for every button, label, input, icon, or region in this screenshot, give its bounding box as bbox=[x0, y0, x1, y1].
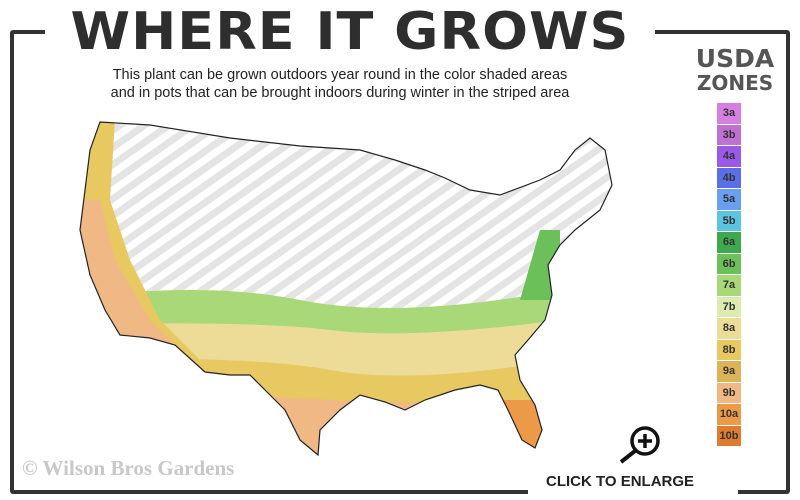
subtitle: This plant can be grown outdoors year ro… bbox=[40, 66, 640, 102]
legend-zone-9a: 9a bbox=[717, 361, 741, 382]
legend-zone-10a: 10a bbox=[717, 404, 741, 425]
copyright-watermark: © Wilson Bros Gardens bbox=[22, 456, 235, 480]
usda-zone-map[interactable] bbox=[60, 100, 620, 460]
legend-zone-5a: 5a bbox=[717, 189, 741, 210]
subtitle-line-2: and in pots that can be brought indoors … bbox=[110, 85, 570, 101]
legend-zone-8a: 8a bbox=[717, 318, 741, 339]
legend-zone-3b: 3b bbox=[717, 124, 741, 145]
zone-legend: 3a 3b 4a 4b 5a 5b 6a 6b 7a 7b 8a 8b 9a 9b 10a 10b bbox=[717, 103, 741, 447]
legend-zone-10b: 10b bbox=[717, 425, 741, 446]
legend-zone-3a: 3a bbox=[717, 103, 741, 124]
legend-zone-4a: 4a bbox=[717, 146, 741, 167]
subtitle-line-1: This plant can be grown outdoors year ro… bbox=[112, 67, 568, 83]
legend-zone-5b: 5b bbox=[717, 210, 741, 231]
legend-zone-7a: 7a bbox=[717, 275, 741, 296]
legend-zone-8b: 8b bbox=[717, 339, 741, 360]
click-to-enlarge-link[interactable]: CLICK TO ENLARGE bbox=[546, 473, 695, 490]
legend-zone-9b: 9b bbox=[717, 382, 741, 403]
legend-title: USDA ZONES bbox=[672, 44, 798, 95]
enlarge-backdrop bbox=[528, 480, 738, 494]
page-title: WHERE IT GROWS bbox=[70, 1, 630, 62]
legend-zone-4b: 4b bbox=[717, 167, 741, 188]
legend-title-line-2: ZONES bbox=[696, 71, 774, 95]
title-backdrop bbox=[45, 22, 655, 38]
magnifier-plus-icon[interactable] bbox=[618, 424, 664, 464]
legend-title-line-1: USDA bbox=[695, 44, 775, 73]
legend-zone-6b: 6b bbox=[717, 253, 741, 274]
legend-zone-6a: 6a bbox=[717, 232, 741, 253]
legend-zone-7b: 7b bbox=[717, 296, 741, 317]
